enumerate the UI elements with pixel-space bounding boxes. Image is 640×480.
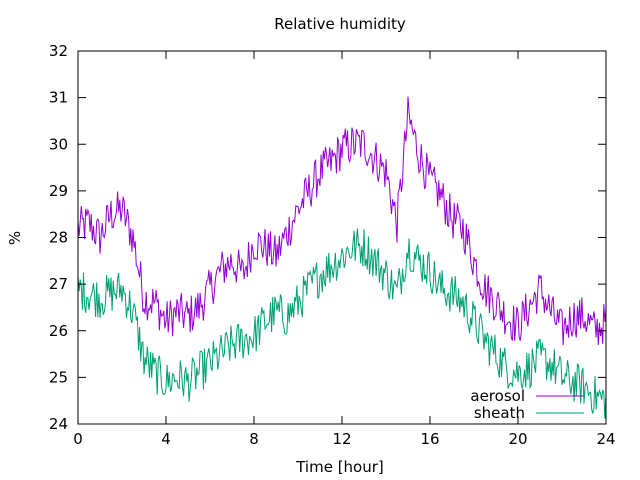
chart-title: Relative humidity — [274, 15, 406, 33]
x-tick-label: 8 — [249, 430, 259, 448]
x-tick-label: 20 — [508, 430, 527, 448]
x-tick-label: 4 — [161, 430, 171, 448]
x-tick-label: 0 — [73, 430, 83, 448]
y-tick-label: 30 — [49, 135, 68, 153]
legend-label-aerosol: aerosol — [470, 387, 525, 405]
x-tick-label: 16 — [420, 430, 439, 448]
y-tick-label: 32 — [49, 42, 68, 60]
y-tick-label: 25 — [49, 368, 68, 386]
y-tick-label: 26 — [49, 322, 68, 340]
legend-label-sheath: sheath — [474, 404, 525, 422]
y-tick-label: 29 — [49, 182, 68, 200]
y-tick-label: 31 — [49, 89, 68, 107]
x-axis-label: Time [hour] — [295, 458, 384, 476]
y-tick-label: 24 — [49, 415, 68, 433]
plot-border — [77, 50, 607, 425]
series-layer — [77, 96, 607, 419]
series-line-aerosol — [77, 96, 607, 346]
y-axis-label: % — [6, 231, 24, 245]
series-line-sheath — [77, 228, 607, 419]
y-tick-label: 28 — [49, 229, 68, 247]
y-tick-label: 27 — [49, 275, 68, 293]
x-tick-label: 24 — [596, 430, 615, 448]
x-tick-label: 12 — [332, 430, 351, 448]
